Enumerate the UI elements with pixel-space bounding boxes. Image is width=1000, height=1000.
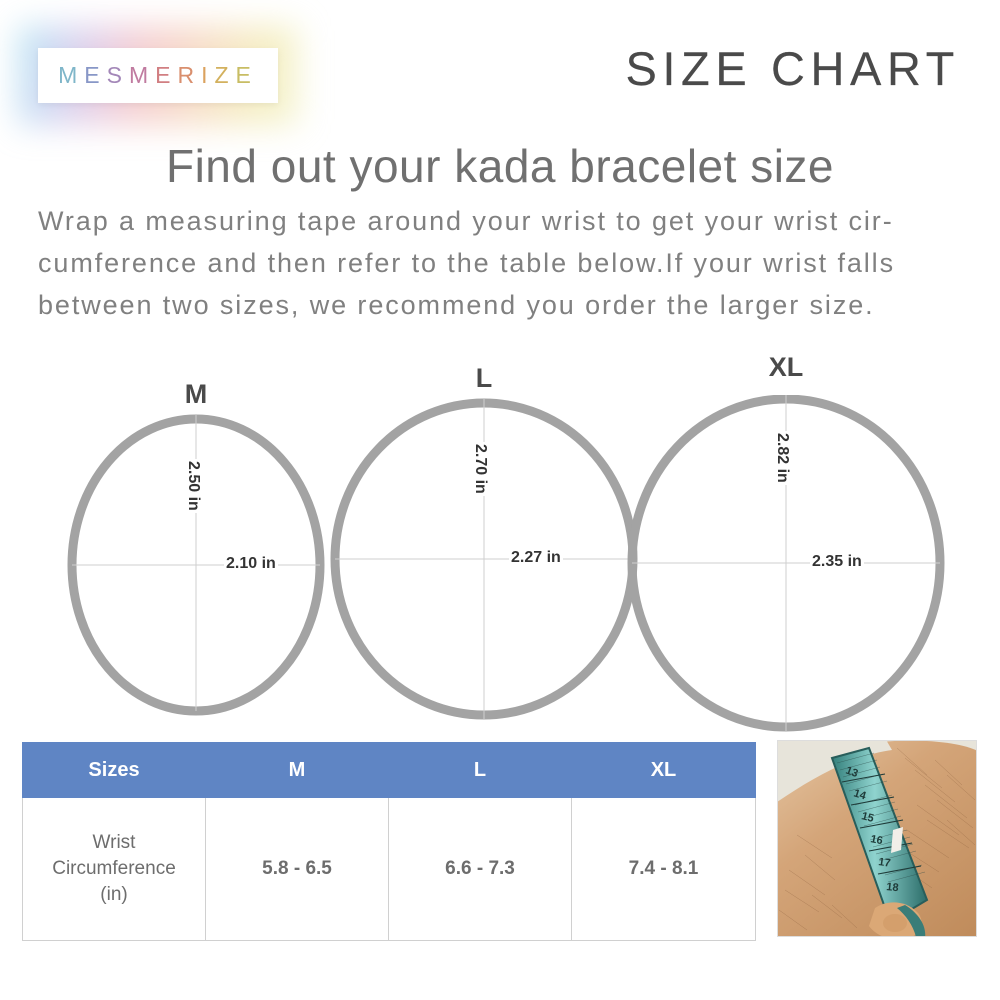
- svg-text:18: 18: [886, 881, 899, 894]
- svg-text:SIZE CHART: SIZE CHART: [625, 42, 960, 95]
- svg-text:16: 16: [869, 833, 883, 847]
- svg-text:17: 17: [878, 856, 892, 870]
